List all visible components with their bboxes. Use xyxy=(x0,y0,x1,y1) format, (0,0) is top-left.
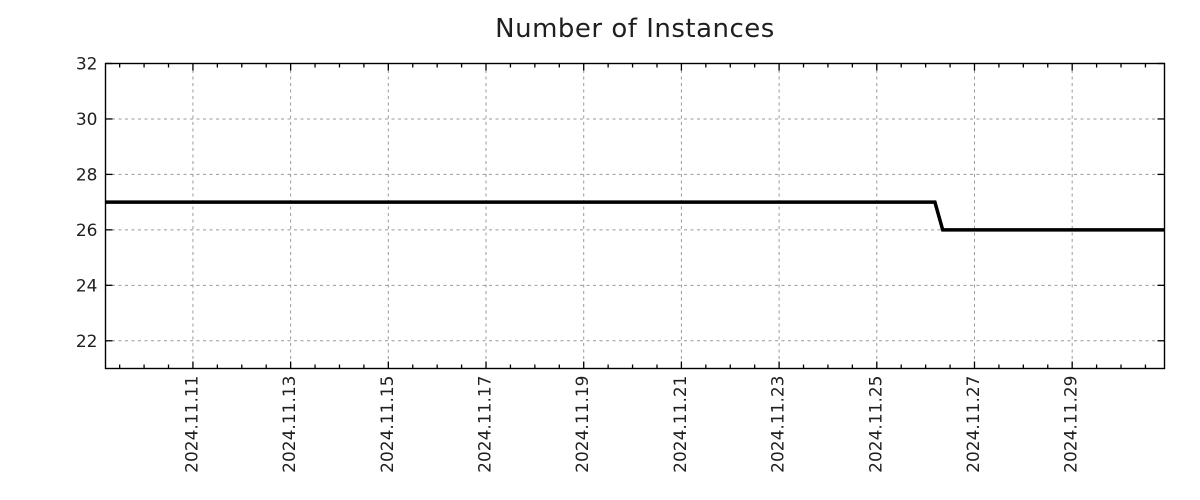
x-tick-label: 2024.11.11 xyxy=(182,376,202,473)
x-tick-label: 2024.11.19 xyxy=(573,376,593,473)
x-tick-label: 2024.11.29 xyxy=(1062,376,1082,473)
y-tick-label: 22 xyxy=(76,332,98,352)
x-tick-label: 2024.11.17 xyxy=(476,376,496,473)
x-tick-label: 2024.11.21 xyxy=(671,376,691,473)
chart-title: Number of Instances xyxy=(495,14,775,44)
x-tick-label: 2024.11.25 xyxy=(866,376,886,473)
data-series-line xyxy=(105,200,1165,232)
y-tick-label: 24 xyxy=(76,276,98,296)
x-tick-label: 2024.11.13 xyxy=(280,376,300,473)
plot-border xyxy=(104,62,1166,370)
x-tick-label: 2024.11.15 xyxy=(378,376,398,473)
x-tick-label: 2024.11.27 xyxy=(964,376,984,473)
y-tick-label: 30 xyxy=(76,110,98,130)
y-tick-label: 28 xyxy=(76,165,98,185)
x-tick-label: 2024.11.23 xyxy=(769,376,789,473)
y-tick-label: 26 xyxy=(76,221,98,241)
y-tick-label: 32 xyxy=(76,55,98,75)
